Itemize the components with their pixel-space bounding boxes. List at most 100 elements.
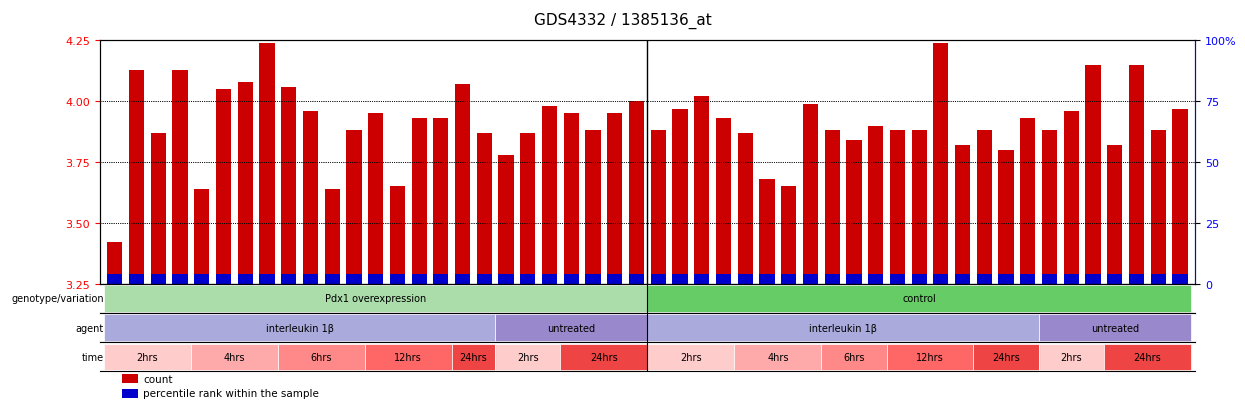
Bar	[1150, 274, 1165, 284]
Bar	[1063, 112, 1079, 284]
Bar	[194, 190, 209, 284]
Bar	[1107, 274, 1123, 284]
Bar	[629, 274, 644, 284]
Bar	[695, 274, 710, 284]
Text: 12hrs: 12hrs	[916, 352, 944, 362]
Bar	[955, 146, 970, 284]
Bar	[303, 112, 317, 284]
Bar	[542, 274, 558, 284]
Text: interleukin 1β: interleukin 1β	[809, 323, 876, 333]
Bar	[520, 274, 535, 284]
Bar	[107, 243, 122, 284]
Text: control: control	[903, 294, 936, 304]
Text: agent: agent	[76, 323, 103, 333]
Text: 24hrs: 24hrs	[992, 352, 1020, 362]
Bar	[122, 389, 138, 398]
Text: untreated: untreated	[1091, 323, 1139, 333]
Bar	[215, 90, 232, 284]
Bar	[194, 274, 209, 284]
Bar	[977, 131, 992, 284]
Bar	[1173, 109, 1188, 284]
Bar	[281, 88, 296, 284]
Bar	[122, 375, 138, 383]
Bar	[107, 274, 122, 284]
Bar	[868, 126, 883, 284]
Bar	[781, 187, 797, 284]
Text: 2hrs: 2hrs	[1061, 352, 1082, 362]
FancyBboxPatch shape	[496, 315, 647, 341]
Bar	[890, 274, 905, 284]
Bar	[412, 119, 427, 284]
Text: time: time	[82, 352, 103, 362]
Bar	[890, 131, 905, 284]
Bar	[325, 190, 340, 284]
Bar	[1173, 274, 1188, 284]
FancyBboxPatch shape	[1038, 344, 1104, 370]
FancyBboxPatch shape	[647, 344, 735, 370]
Bar	[477, 274, 492, 284]
Bar	[737, 274, 753, 284]
FancyBboxPatch shape	[190, 344, 278, 370]
Text: 6hrs: 6hrs	[843, 352, 865, 362]
Bar	[151, 133, 166, 284]
Bar	[1042, 274, 1057, 284]
Bar	[1020, 274, 1036, 284]
Bar	[695, 97, 710, 284]
Bar	[629, 102, 644, 284]
Bar	[564, 274, 579, 284]
Bar	[259, 44, 275, 284]
Text: genotype/variation: genotype/variation	[11, 294, 103, 304]
Bar	[1086, 274, 1101, 284]
Bar	[498, 274, 514, 284]
Bar	[934, 44, 949, 284]
Bar	[1063, 274, 1079, 284]
Bar	[303, 274, 317, 284]
Bar	[520, 133, 535, 284]
Bar	[585, 131, 600, 284]
Bar	[585, 274, 600, 284]
Bar	[542, 107, 558, 284]
Bar	[325, 274, 340, 284]
Bar	[1129, 66, 1144, 284]
Bar	[151, 274, 166, 284]
Bar	[716, 274, 731, 284]
Bar	[454, 85, 471, 284]
Bar	[998, 274, 1013, 284]
Bar	[1042, 131, 1057, 284]
Text: 24hrs: 24hrs	[1133, 352, 1162, 362]
Bar	[672, 274, 687, 284]
Text: 2hrs: 2hrs	[680, 352, 702, 362]
Text: 6hrs: 6hrs	[310, 352, 332, 362]
Bar	[498, 155, 514, 284]
Bar	[129, 274, 144, 284]
Bar	[824, 274, 840, 284]
Bar	[172, 274, 188, 284]
FancyBboxPatch shape	[647, 285, 1191, 312]
Bar	[433, 119, 448, 284]
Bar	[259, 274, 275, 284]
FancyBboxPatch shape	[103, 315, 496, 341]
FancyBboxPatch shape	[103, 344, 190, 370]
Bar	[215, 274, 232, 284]
Text: 24hrs: 24hrs	[459, 352, 487, 362]
Bar	[934, 274, 949, 284]
Bar	[238, 274, 253, 284]
Bar	[759, 274, 774, 284]
Bar	[564, 114, 579, 284]
Bar	[129, 71, 144, 284]
Text: 2hrs: 2hrs	[517, 352, 539, 362]
Bar	[651, 131, 666, 284]
Bar	[390, 187, 405, 284]
Bar	[847, 274, 862, 284]
Bar	[412, 274, 427, 284]
Bar	[737, 133, 753, 284]
FancyBboxPatch shape	[886, 344, 974, 370]
FancyBboxPatch shape	[278, 344, 365, 370]
Bar	[454, 274, 471, 284]
Bar	[346, 131, 361, 284]
Bar	[781, 274, 797, 284]
Bar	[238, 83, 253, 284]
FancyBboxPatch shape	[365, 344, 452, 370]
Bar	[608, 114, 622, 284]
Bar	[824, 131, 840, 284]
